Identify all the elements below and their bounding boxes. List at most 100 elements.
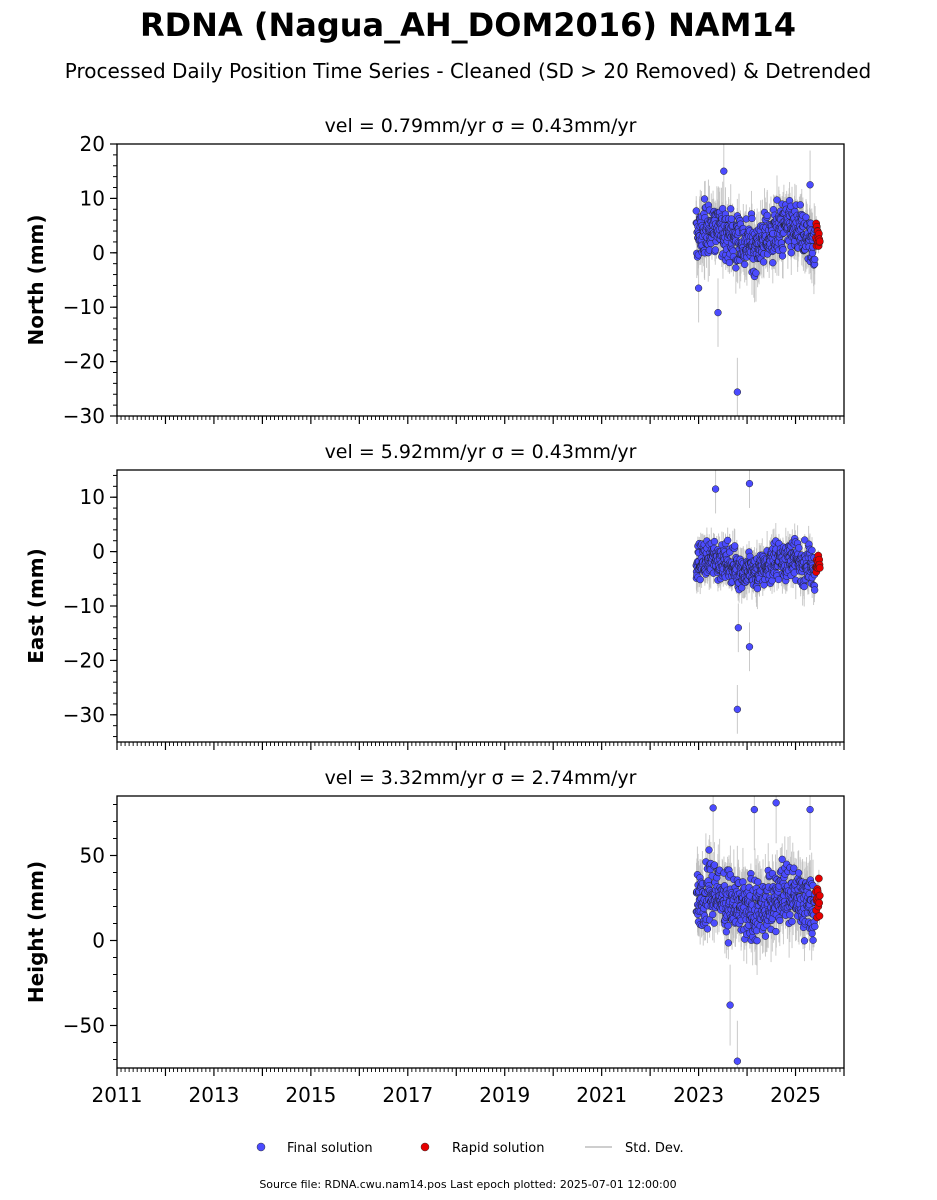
- final-point: [800, 582, 808, 591]
- final-point: [772, 927, 780, 936]
- final-point: [795, 869, 803, 877]
- x-tick-label: 2011: [92, 1083, 143, 1107]
- final-point: [711, 246, 719, 254]
- y-tick-label: −30: [63, 404, 105, 428]
- legend-rapid-marker: [420, 1142, 430, 1152]
- final-point: [750, 805, 758, 814]
- y-tick-label: 0: [92, 241, 105, 265]
- x-tick-label: 2025: [770, 1083, 821, 1107]
- legend-rapid-label: Rapid solution: [452, 1141, 544, 1156]
- y-axis-label: North (mm): [24, 214, 48, 345]
- final-point: [724, 536, 732, 545]
- y-tick-label: −50: [63, 1014, 105, 1038]
- x-tick-label: 2015: [285, 1083, 336, 1107]
- panel-title: vel = 0.79mm/yr σ = 0.43mm/yr: [325, 115, 637, 137]
- y-tick-label: −10: [63, 295, 105, 319]
- final-point: [808, 546, 816, 554]
- rapid-point: [815, 564, 824, 572]
- final-point: [806, 181, 814, 189]
- panel-north: vel = 0.79mm/yr σ = 0.43mm/yr North (mm) 2…: [24, 115, 845, 428]
- final-point: [709, 910, 717, 919]
- final-point: [720, 167, 728, 175]
- final-point: [732, 264, 740, 272]
- rapid-point: [815, 912, 824, 920]
- y-axis-label: East (mm): [24, 548, 48, 664]
- rapid-point: [815, 237, 824, 246]
- y-tick-label: 10: [80, 186, 105, 210]
- final-point: [724, 939, 733, 947]
- final-point: [726, 1001, 734, 1009]
- legend-final-label: Final solution: [287, 1141, 373, 1156]
- final-point: [810, 586, 819, 594]
- legend: Final solution Rapid solution Std. Dev.: [256, 1141, 684, 1156]
- final-point: [769, 259, 777, 267]
- legend-std-label: Std. Dev.: [625, 1141, 684, 1156]
- x-tick-label: 2021: [576, 1083, 627, 1107]
- final-point: [711, 485, 720, 493]
- final-point: [703, 925, 712, 933]
- final-point: [696, 575, 704, 584]
- final-point: [733, 705, 742, 714]
- final-point: [710, 861, 719, 869]
- final-point: [745, 643, 754, 651]
- final-point: [786, 911, 794, 919]
- final-point: [773, 196, 781, 204]
- y-tick-label: −10: [63, 594, 105, 618]
- final-point: [692, 207, 700, 215]
- final-point: [761, 932, 770, 940]
- source-note: Source file: RDNA.cwu.nam14.pos Last epo…: [259, 1178, 676, 1191]
- final-point: [700, 195, 709, 203]
- y-tick-label: 0: [92, 929, 105, 953]
- final-point: [778, 252, 787, 260]
- final-point: [776, 916, 784, 925]
- y-axis-label: Height (mm): [24, 861, 48, 1003]
- final-point: [741, 260, 749, 269]
- final-point: [802, 213, 810, 221]
- final-point: [734, 624, 742, 632]
- final-point: [733, 1057, 742, 1065]
- final-point: [790, 864, 798, 872]
- final-point: [753, 937, 761, 945]
- final-point: [808, 249, 817, 257]
- y-tick-label: 10: [80, 485, 105, 509]
- final-point: [748, 214, 756, 223]
- final-point: [752, 269, 760, 277]
- rapid-point: [815, 891, 824, 900]
- data-layer: [692, 796, 824, 1068]
- y-tick-label: −30: [63, 703, 105, 727]
- final-point: [709, 804, 717, 812]
- final-point: [796, 201, 804, 209]
- panel-height: vel = 3.32mm/yr σ = 2.74mm/yr Height (mm)…: [24, 767, 845, 1107]
- final-point: [733, 388, 742, 396]
- x-tick-label: 2013: [188, 1083, 239, 1107]
- final-point: [724, 922, 732, 930]
- final-point: [705, 846, 713, 854]
- final-point: [710, 537, 719, 546]
- figure-title: RDNA (Nagua_AH_DOM2016) NAM14: [140, 6, 796, 44]
- final-point: [714, 308, 722, 317]
- final-point: [727, 205, 735, 213]
- final-point: [787, 249, 795, 257]
- y-tick-label: 50: [80, 844, 105, 868]
- final-point: [811, 255, 819, 264]
- final-point: [731, 542, 739, 550]
- x-tick-label: 2017: [382, 1083, 433, 1107]
- final-point: [710, 919, 718, 927]
- y-tick-label: −20: [63, 648, 105, 672]
- figure-subtitle: Processed Daily Position Time Series - C…: [65, 59, 871, 83]
- final-point: [809, 936, 817, 944]
- final-point: [759, 258, 768, 266]
- final-point: [745, 479, 754, 488]
- final-point: [754, 878, 762, 886]
- final-point: [788, 917, 796, 926]
- panel-east: vel = 5.92mm/yr σ = 0.43mm/yr East (mm) 10…: [24, 441, 845, 750]
- y-tick-label: 0: [92, 540, 105, 564]
- rapid-point: [815, 899, 824, 907]
- final-point: [811, 922, 819, 931]
- final-point: [800, 937, 809, 945]
- y-tick-label: −20: [63, 350, 105, 374]
- plot-frame: [116, 143, 845, 417]
- plot-frame: [116, 469, 845, 743]
- final-point: [774, 575, 783, 584]
